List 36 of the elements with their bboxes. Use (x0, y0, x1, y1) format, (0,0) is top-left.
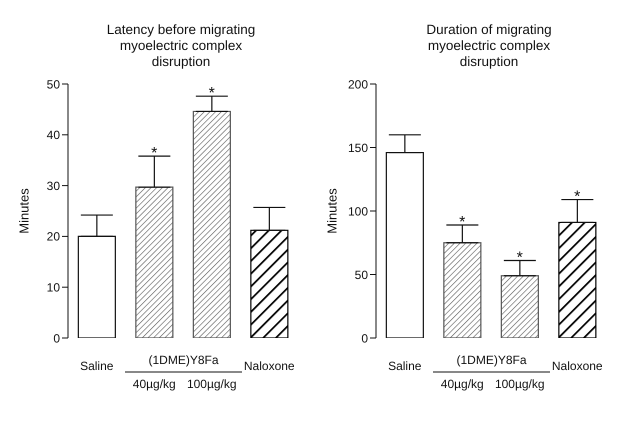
bar (500, 275, 539, 338)
x-tick-label: 40µg/kg (440, 377, 484, 391)
bar (250, 230, 288, 338)
bar (192, 110, 231, 338)
x-tick-label: 100µg/kg (186, 377, 237, 391)
text: (1DME)Y8Fa (148, 353, 219, 367)
annotation: * (459, 214, 466, 231)
x-tick-label: 100µg/kg (494, 377, 545, 391)
annotation: * (574, 188, 580, 206)
chart-title: Duration of migrating myoelectric complex disruption (425, 22, 553, 70)
y-tick-label: 10 (46, 280, 60, 294)
annotation: * (516, 250, 523, 267)
y-axis-title: Minutes (324, 188, 340, 234)
x-tick-label: Naloxone (552, 359, 603, 373)
x-tick-label: Naloxone (244, 359, 295, 373)
chart-title: Latency before migrating myoelectric complex disruption (106, 22, 256, 70)
y-tick-label: 200 (348, 77, 368, 92)
bar (443, 242, 482, 338)
y-tick-label: 100 (348, 204, 368, 218)
y-tick-label: 30 (46, 178, 60, 193)
y-tick-label: 40 (46, 128, 60, 142)
y-tick-label: 150 (348, 140, 368, 155)
y-axis-title: Minutes (16, 188, 32, 234)
annotation: * (151, 145, 158, 162)
y-tick-label: 50 (46, 77, 60, 92)
x-tick-label: 40µg/kg (132, 377, 176, 391)
y-tick-label: 20 (46, 230, 60, 244)
annotation: * (208, 85, 215, 102)
x-tick-label: Saline (388, 359, 422, 373)
bar (558, 222, 596, 338)
y-tick-label: 50 (354, 268, 368, 282)
y-tick-label: 0 (53, 331, 60, 346)
x-tick-label: Saline (80, 359, 114, 373)
bar (135, 186, 174, 338)
y-tick-label: 0 (361, 331, 368, 346)
text: (1DME)Y8Fa (456, 353, 527, 367)
